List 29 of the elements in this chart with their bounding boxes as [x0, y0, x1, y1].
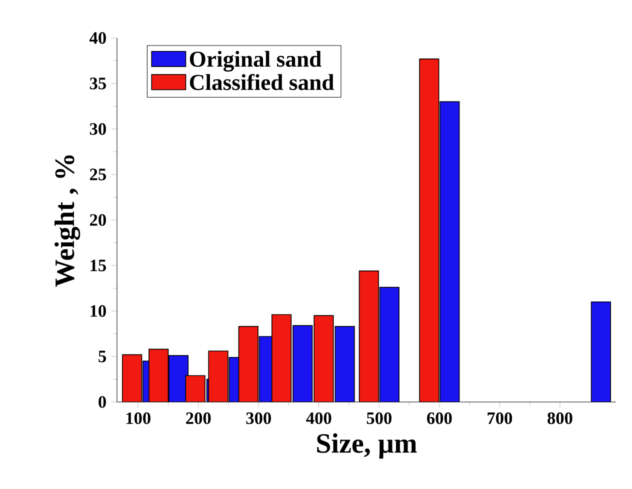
x-tick-label: 100 — [126, 412, 150, 424]
y-tick-label: 40 — [90, 32, 106, 44]
y-tick-label: 10 — [90, 305, 106, 317]
bar — [358, 270, 379, 402]
x-tick-label: 800 — [548, 412, 572, 424]
y-tick-label: 30 — [90, 123, 106, 135]
bar — [122, 354, 142, 402]
y-axis-title: Weight , % — [54, 155, 80, 287]
y-tick-label: 5 — [98, 350, 106, 362]
y-tick-label: 20 — [90, 214, 106, 226]
bar — [238, 326, 258, 402]
bar — [271, 314, 292, 402]
bar — [419, 58, 440, 402]
bar — [148, 348, 169, 402]
bar — [314, 315, 334, 402]
x-tick-label: 500 — [366, 412, 392, 424]
y-tick-label: 15 — [90, 260, 106, 272]
x-tick-label: 400 — [306, 412, 332, 424]
x-tick-label: 600 — [427, 412, 452, 424]
legend-label: Original sand — [190, 50, 322, 72]
x-tick-label: 700 — [488, 412, 512, 424]
legend-label: Classified sand — [190, 74, 334, 90]
x-tick-label: 200 — [186, 412, 211, 424]
x-axis-title: Size, µm — [317, 433, 417, 459]
x-tick-label: 300 — [246, 412, 271, 424]
y-tick-label: 0 — [98, 396, 106, 408]
y-tick-label: 35 — [90, 78, 106, 90]
bar — [185, 375, 206, 402]
y-tick-label: 25 — [90, 168, 106, 180]
